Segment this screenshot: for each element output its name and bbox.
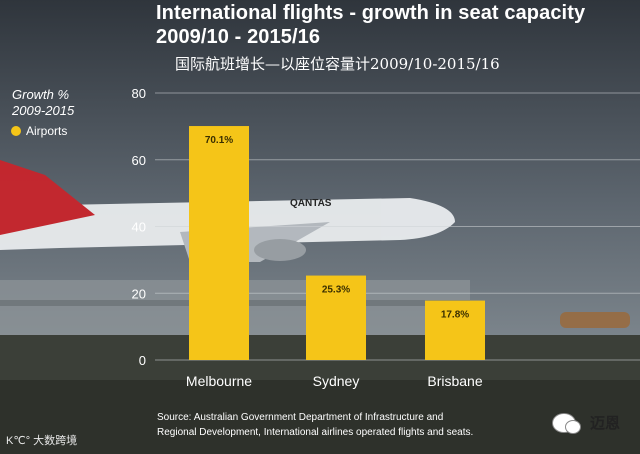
chart-subtitle: 2009/10 - 2015/16 bbox=[156, 26, 321, 48]
watermark-right-text: 迈恩 bbox=[590, 415, 621, 432]
y-tick-label: 60 bbox=[132, 153, 146, 168]
bar-brisbane bbox=[425, 300, 485, 360]
source-line-1: Source: Australian Government Department… bbox=[157, 412, 444, 423]
bar-melbourne bbox=[189, 126, 249, 360]
chart-title-chinese: 国际航班增长—以座位容量计2009/10-2015/16 bbox=[175, 55, 500, 73]
x-tick-label-sydney: Sydney bbox=[313, 373, 360, 389]
legend-swatch bbox=[11, 126, 21, 136]
y-axis-label-sub: 2009-2015 bbox=[12, 103, 75, 118]
legend-label: Airports bbox=[26, 124, 68, 138]
y-tick-label: 20 bbox=[132, 286, 146, 301]
x-tick-labels: Melbourne Sydney Brisbane bbox=[186, 373, 483, 389]
bar-sydney bbox=[306, 275, 366, 360]
legend: Airports bbox=[11, 124, 67, 138]
source-line-2: Regional Development, International airl… bbox=[157, 427, 474, 438]
data-label-melbourne: 70.1% bbox=[205, 135, 233, 146]
bars-layer bbox=[189, 126, 485, 360]
watermark-left-logo: K℃° bbox=[6, 434, 31, 447]
x-tick-label-brisbane: Brisbane bbox=[427, 373, 482, 389]
y-tick-labels: 0 20 40 60 80 bbox=[132, 86, 146, 368]
svg-text:QANTAS: QANTAS bbox=[290, 198, 332, 209]
watermark-right: 迈恩 bbox=[552, 412, 621, 434]
y-tick-label: 80 bbox=[132, 86, 146, 101]
chart-title: International flights - growth in seat c… bbox=[156, 2, 586, 24]
y-tick-label: 0 bbox=[139, 353, 146, 368]
background-grass bbox=[0, 380, 640, 454]
watermark-left: K℃° 大数跨境 bbox=[6, 432, 77, 448]
data-label-brisbane: 17.8% bbox=[441, 310, 469, 321]
labels-layer: 70.1% 25.3% 17.8% bbox=[205, 135, 469, 321]
watermark-left-text: 大数跨境 bbox=[33, 435, 78, 447]
y-tick-label: 40 bbox=[132, 220, 146, 235]
x-tick-label-melbourne: Melbourne bbox=[186, 373, 252, 389]
source-note: Source: Australian Government Department… bbox=[157, 410, 473, 440]
background-tower bbox=[560, 312, 630, 328]
wechat-icon bbox=[552, 412, 581, 434]
data-label-sydney: 25.3% bbox=[322, 285, 350, 296]
y-axis-label: Growth % 2009-2015 bbox=[12, 87, 74, 119]
y-axis-label-main: Growth % bbox=[12, 87, 70, 102]
